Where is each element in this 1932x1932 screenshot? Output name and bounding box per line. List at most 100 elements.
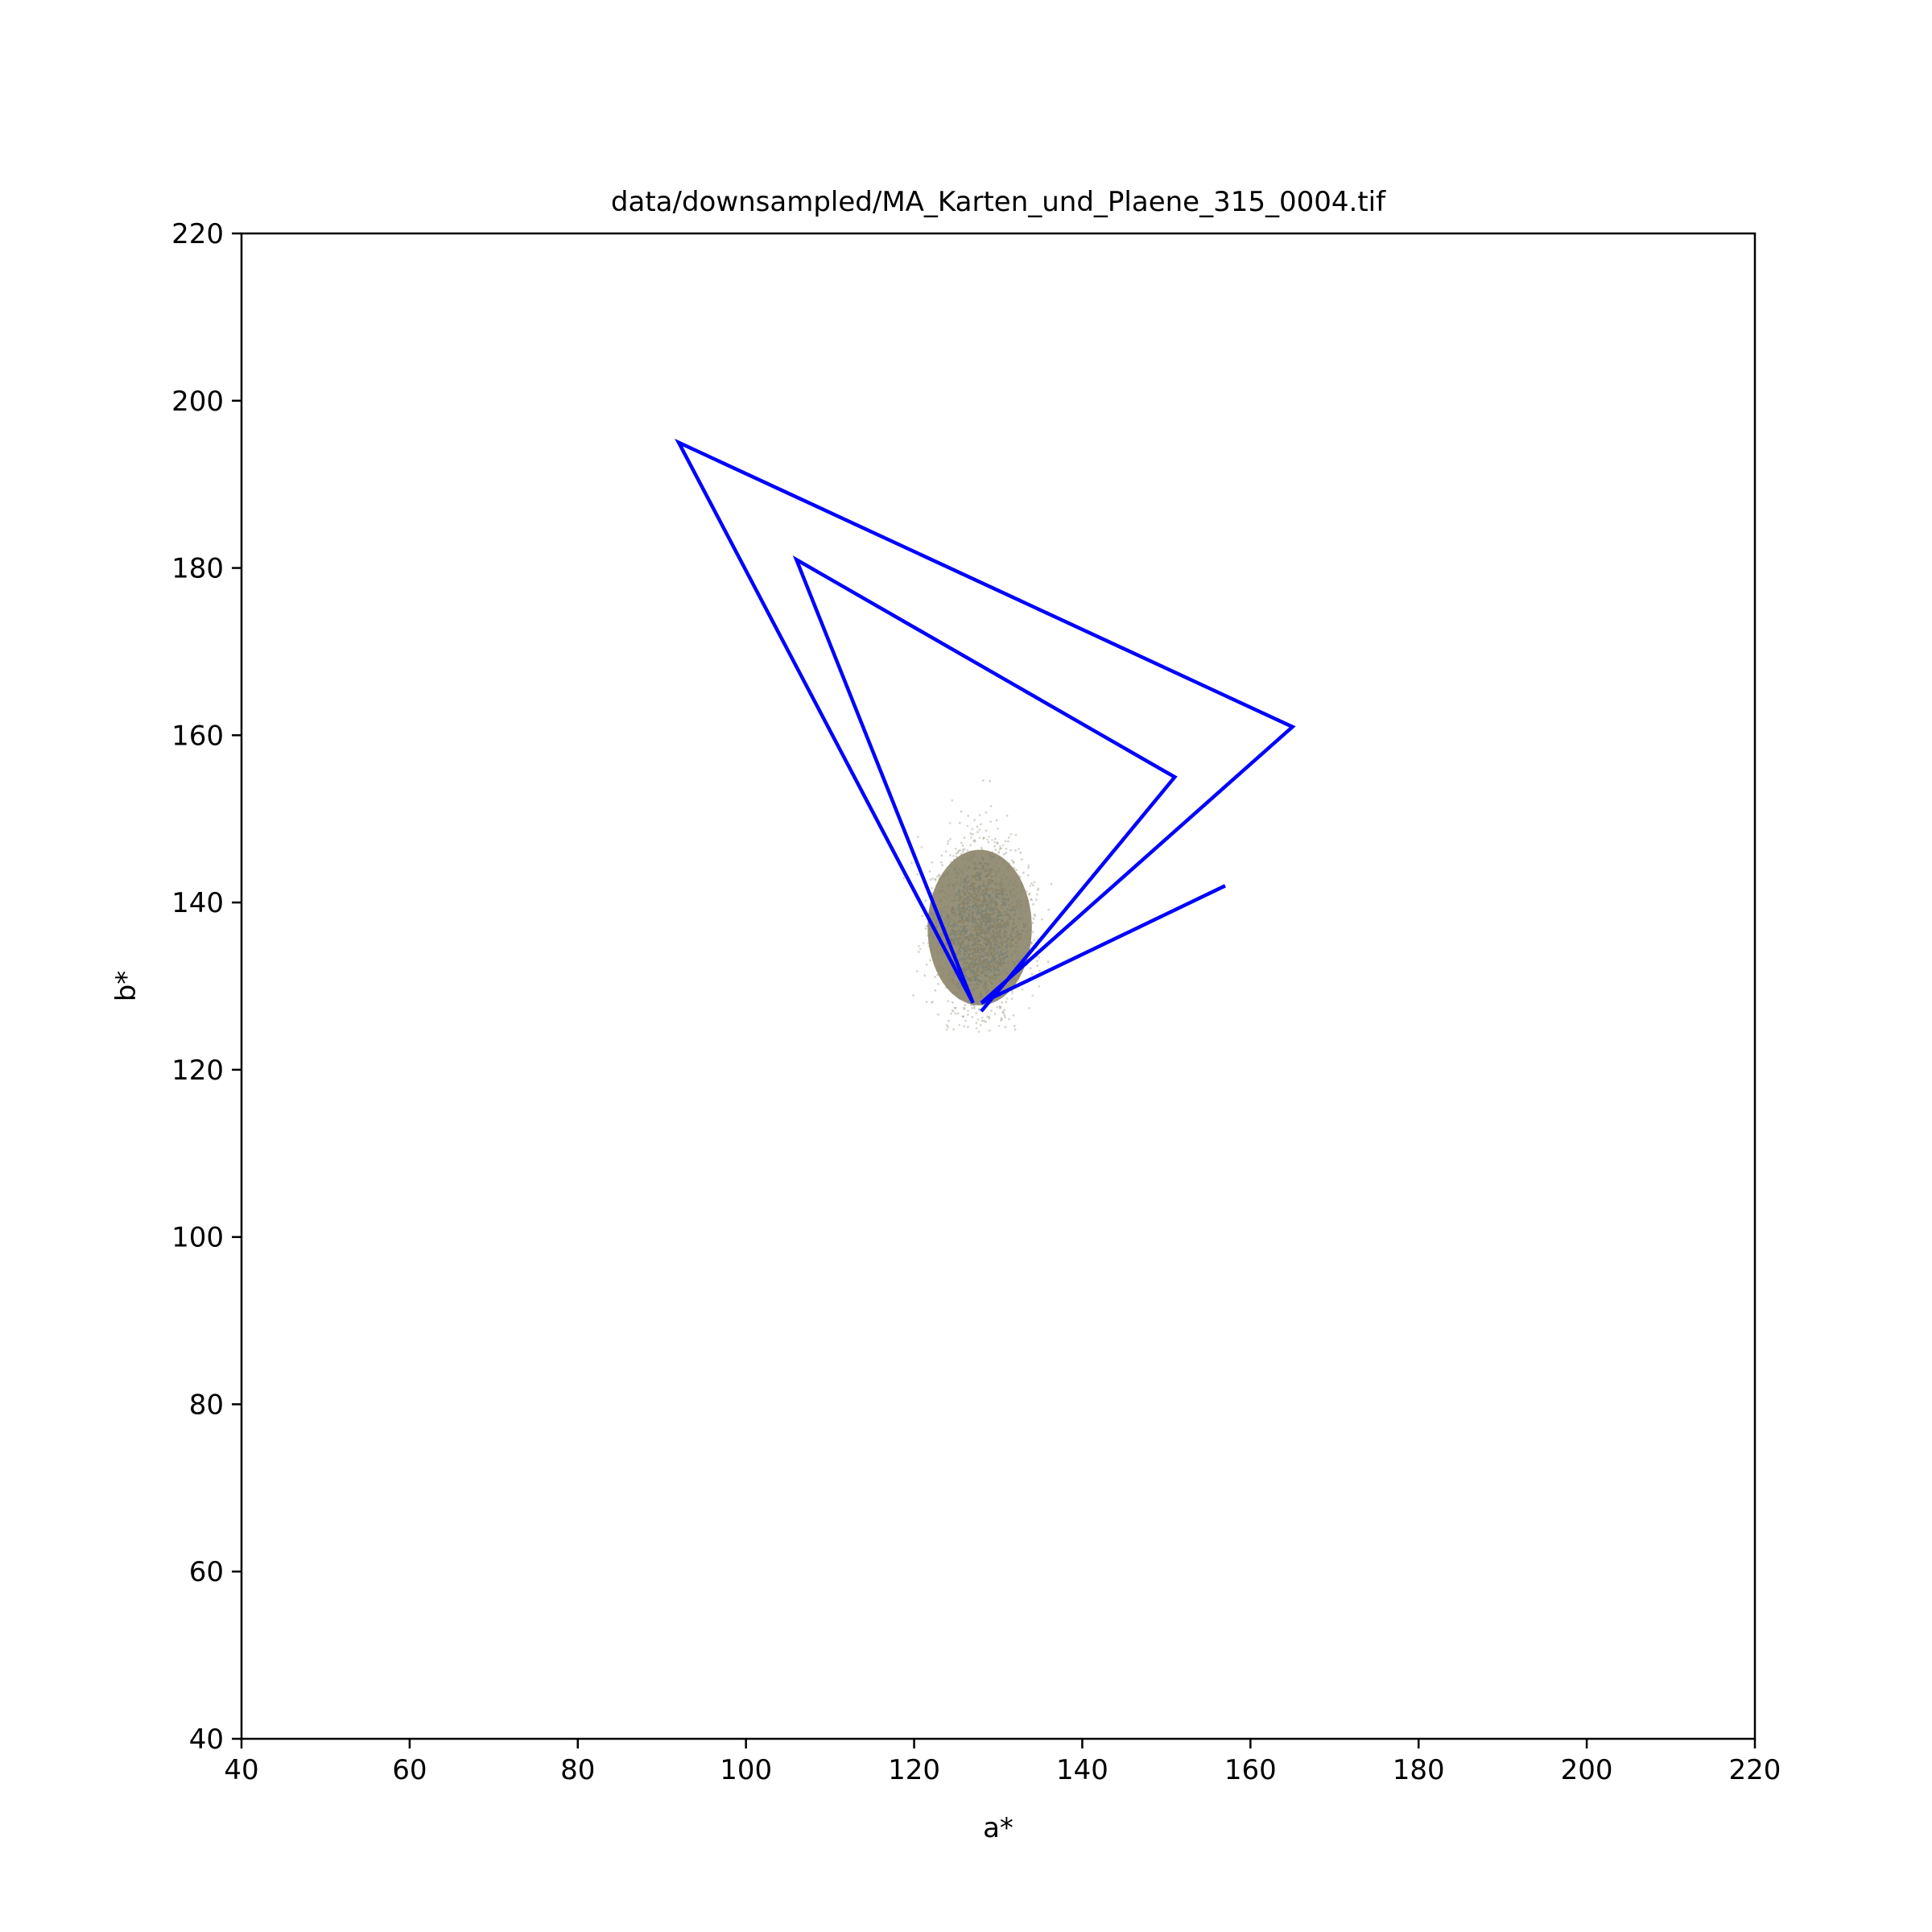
scatter-point xyxy=(1021,858,1023,861)
scatter-point xyxy=(948,879,951,882)
scatter-point xyxy=(1008,1018,1010,1021)
scatter-point xyxy=(960,881,964,885)
scatter-point xyxy=(980,846,983,849)
scatter-point xyxy=(1001,943,1003,945)
scatter-point xyxy=(966,918,969,920)
scatter-point xyxy=(989,947,992,949)
scatter-point xyxy=(1005,877,1008,880)
scatter-point xyxy=(915,970,919,972)
scatter-point xyxy=(951,887,954,890)
scatter-point xyxy=(936,886,939,889)
scatter-point xyxy=(986,961,989,964)
scatter-point xyxy=(977,970,980,972)
scatter-point xyxy=(986,864,989,866)
scatter-point xyxy=(968,931,971,934)
scatter-point xyxy=(950,889,953,892)
scatter-point xyxy=(1004,1026,1007,1029)
scatter-point xyxy=(992,891,994,894)
scatter-point xyxy=(924,927,927,930)
scatter-point xyxy=(956,872,959,875)
scatter-point xyxy=(997,852,1000,854)
scatter-point xyxy=(950,968,953,970)
scatter-point xyxy=(986,927,989,930)
scatter-point xyxy=(963,884,966,887)
scatter-point xyxy=(1016,931,1019,933)
scatter-point xyxy=(948,920,952,923)
scatter-point xyxy=(918,945,920,947)
scatter-point xyxy=(986,890,989,894)
scatter-point xyxy=(958,923,961,927)
scatter-point xyxy=(977,1008,980,1011)
scatter-point xyxy=(975,963,978,966)
scatter-point xyxy=(979,898,982,901)
scatter-point xyxy=(1026,930,1028,933)
scatter-point xyxy=(956,921,959,924)
scatter-point xyxy=(955,992,958,994)
scatter-point xyxy=(971,857,974,860)
scatter-point xyxy=(974,971,977,973)
scatter-point xyxy=(962,890,964,893)
scatter-point xyxy=(1009,892,1012,894)
scatter-point xyxy=(940,958,943,961)
scatter-point xyxy=(987,989,990,992)
scatter-point xyxy=(972,894,974,897)
scatter-point xyxy=(958,894,961,897)
scatter-point xyxy=(997,882,1000,886)
scatter-point xyxy=(976,871,979,874)
scatter-point xyxy=(964,958,966,961)
scatter-point xyxy=(967,904,970,907)
scatter-point xyxy=(993,899,996,902)
scatter-point xyxy=(989,907,993,910)
scatter-point xyxy=(971,1016,974,1018)
scatter-point xyxy=(1012,1014,1015,1017)
scatter-point xyxy=(1040,918,1043,921)
scatter-point xyxy=(1013,896,1017,899)
scatter-point xyxy=(976,931,979,934)
scatter-point xyxy=(953,895,956,898)
scatter-point xyxy=(946,914,949,917)
scatter-point xyxy=(955,855,958,858)
y-axis: 40 60 80 100 120 140 160 180 200 220 xyxy=(171,218,242,1756)
scatter-point xyxy=(976,902,979,906)
scatter-point xyxy=(991,856,993,859)
scatter-point xyxy=(1018,917,1021,920)
y-tick-label: 100 xyxy=(171,1222,224,1254)
scatter-point xyxy=(963,953,966,956)
scatter-point xyxy=(980,929,983,932)
scatter-point xyxy=(999,979,1001,982)
scatter-point xyxy=(998,939,1001,943)
scatter-point xyxy=(970,921,972,924)
scatter-point xyxy=(978,934,980,937)
scatter-point xyxy=(999,931,1002,934)
scatter-point xyxy=(947,972,951,975)
scatter-point xyxy=(971,916,974,919)
scatter-point xyxy=(995,931,998,935)
scatter-point xyxy=(960,937,964,940)
scatter-point xyxy=(1013,964,1016,968)
scatter-point xyxy=(1022,932,1026,935)
scatter-point xyxy=(968,898,972,901)
scatter-point xyxy=(1005,1001,1008,1004)
scatter-point xyxy=(987,957,990,960)
scatter-point xyxy=(949,889,952,892)
scatter-point xyxy=(998,893,1001,895)
scatter-point xyxy=(983,893,986,896)
scatter-point xyxy=(1027,939,1030,943)
scatter-point xyxy=(1018,909,1020,911)
scatter-point xyxy=(1008,903,1011,906)
scatter-point xyxy=(970,952,973,956)
scatter-point xyxy=(1005,814,1009,817)
scatter-point xyxy=(992,856,994,858)
scatter-point xyxy=(958,903,961,906)
scatter-point xyxy=(980,955,983,958)
scatter-point xyxy=(1011,944,1013,947)
scatter-point xyxy=(1009,942,1012,945)
scatter-point xyxy=(970,893,972,896)
scatter-point xyxy=(997,910,1001,912)
scatter-point xyxy=(1003,860,1005,863)
scatter-point xyxy=(1014,849,1017,852)
scatter-point xyxy=(965,979,968,981)
scatter-point xyxy=(968,888,972,890)
scatter-point xyxy=(964,1019,967,1022)
scatter-point xyxy=(950,882,953,886)
